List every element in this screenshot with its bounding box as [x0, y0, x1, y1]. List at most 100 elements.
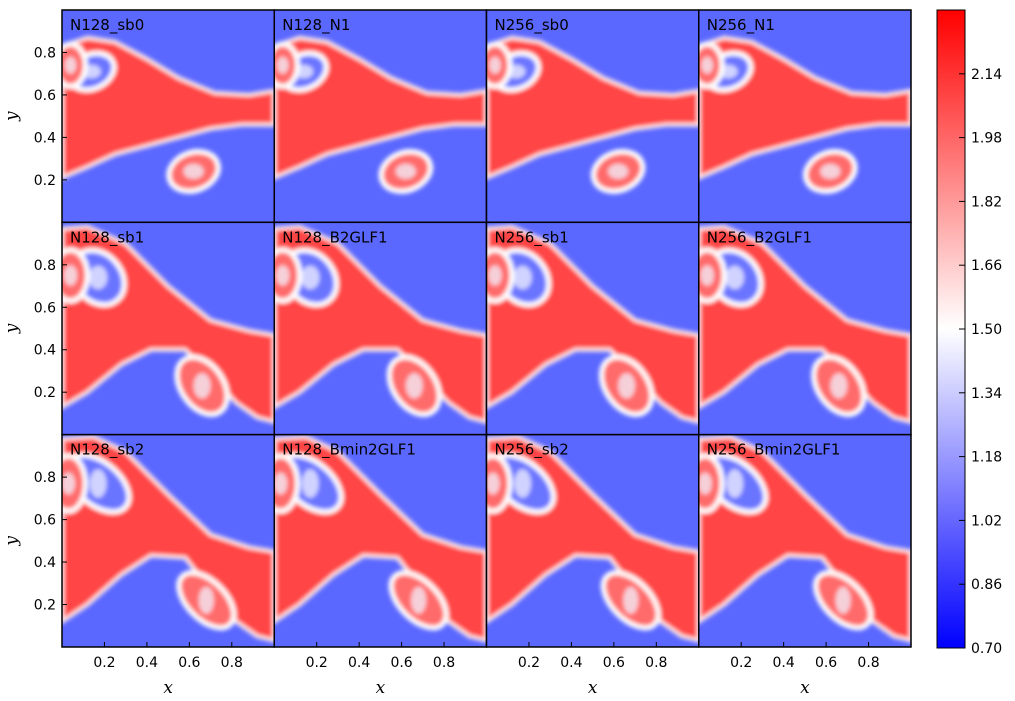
vortex-core-1 — [700, 265, 714, 286]
x-axis-label: x — [588, 678, 598, 698]
vortex-core-1 — [275, 265, 290, 286]
vortex-core-0 — [514, 469, 532, 498]
vortex-core-0 — [301, 265, 320, 290]
panel-label: N128_N1 — [282, 16, 350, 35]
y-tick-label: 0.8 — [34, 45, 56, 61]
colorbar-tick-label: 1.98 — [971, 131, 1002, 147]
vortex-core-1 — [274, 472, 288, 495]
x-tick-label: 0.6 — [390, 655, 412, 671]
vortex-core-2 — [193, 373, 211, 399]
vortex-core-2 — [835, 586, 851, 614]
panel-N256_Bmin2GLF1: N256_Bmin2GLF1 — [698, 433, 912, 648]
panel-label: N128_Bmin2GLF1 — [282, 441, 416, 460]
x-tick-label: 0.4 — [773, 655, 795, 671]
panel-N128_B2GLF1: N128_B2GLF1 — [273, 221, 488, 436]
y-tick-label: 0.2 — [34, 173, 56, 189]
axes: 0.2 0.4 0.6 0.8 y 0.2 0.4 0.6 0.8 y 0.2 0.4 0.6 0.8 y 0… — [2, 45, 880, 698]
panel-label: N128_sb2 — [70, 441, 144, 460]
vortex-core-0 — [726, 469, 744, 498]
panel-label: N256_Bmin2GLF1 — [707, 441, 841, 460]
vortex-core-2 — [623, 586, 639, 614]
x-tick-label: 0.6 — [603, 655, 625, 671]
vortex-core-0 — [88, 265, 108, 290]
colorbar-tick-label: 2.14 — [971, 67, 1002, 83]
x-tick-label: 0.2 — [518, 655, 540, 671]
vortex-core-1 — [488, 265, 502, 286]
vortex-core-0 — [301, 469, 319, 498]
panel-N128_sb2: N128_sb2 — [61, 433, 275, 648]
panel-N128_Bmin2GLF1: N128_Bmin2GLF1 — [273, 433, 488, 648]
vortex-core-1 — [486, 472, 500, 495]
vortex-core-1 — [701, 56, 714, 74]
y-tick-label: 0.6 — [34, 88, 56, 104]
panel-N256_sb2: N256_sb2 — [485, 433, 700, 648]
vortex-core-2 — [405, 373, 423, 399]
y-tick-label: 0.8 — [34, 258, 56, 274]
x-tick-label: 0.6 — [815, 655, 837, 671]
panel-N128_sb0: N128_sb0 — [61, 9, 275, 224]
vortex-core-2 — [820, 163, 841, 179]
x-tick-label: 0.8 — [221, 655, 243, 671]
vortex-core-0 — [725, 265, 745, 290]
y-axis-label: y — [2, 323, 22, 334]
vortex-core-1 — [62, 472, 76, 495]
panel-label: N256_sb1 — [495, 228, 569, 247]
vortex-core-2 — [183, 163, 204, 179]
x-tick-label: 0.2 — [93, 655, 115, 671]
y-axis-label: y — [2, 111, 22, 122]
x-axis-label: x — [376, 678, 386, 698]
vortex-core-2 — [830, 373, 848, 399]
panel-N128_sb1: N128_sb1 — [61, 221, 275, 436]
x-tick-label: 0.6 — [178, 655, 200, 671]
x-tick-label: 0.4 — [136, 655, 158, 671]
vortex-core-0 — [89, 469, 107, 498]
vortex-core-1 — [698, 472, 712, 495]
y-tick-label: 0.4 — [34, 343, 56, 359]
y-tick-label: 0.4 — [34, 555, 56, 571]
vortex-core-2 — [198, 586, 214, 614]
colorbar-tick-label: 1.50 — [971, 322, 1002, 338]
vortex-core-1 — [63, 265, 78, 286]
panel-label: N256_B2GLF1 — [707, 228, 812, 247]
panel-N128_N1: N128_N1 — [273, 9, 488, 224]
vortex-core-2 — [411, 586, 427, 614]
x-axis-label: x — [800, 678, 810, 698]
panel-label: N256_sb0 — [495, 16, 569, 35]
colorbar-tick-label: 1.82 — [971, 194, 1002, 210]
colorbar-tick-label: 1.34 — [971, 386, 1002, 402]
colorbar-tick-label: 1.02 — [971, 513, 1002, 529]
colorbar: 0.70 0.86 1.02 1.18 1.34 1.50 1.66 1.82 1.98 2.14 — [936, 9, 1002, 657]
x-tick-label: 0.4 — [560, 655, 582, 671]
panel-N256_sb0: N256_sb0 — [485, 9, 700, 224]
vortex-core-1 — [276, 56, 289, 74]
colorbar-tick-label: 1.66 — [971, 258, 1002, 274]
y-tick-label: 0.4 — [34, 130, 56, 146]
y-axis-label: y — [2, 536, 22, 547]
y-tick-label: 0.6 — [34, 300, 56, 316]
x-tick-label: 0.2 — [730, 655, 752, 671]
vortex-core-2 — [618, 373, 636, 399]
vortex-core-1 — [64, 56, 77, 74]
panel-label: N256_sb2 — [495, 441, 569, 460]
colorbar-tick-label: 0.86 — [971, 577, 1002, 593]
panel-N256_sb1: N256_sb1 — [485, 221, 700, 436]
y-tick-label: 0.8 — [34, 470, 56, 486]
panel-N256_N1: N256_N1 — [698, 9, 912, 224]
x-tick-label: 0.8 — [433, 655, 455, 671]
panel-label: N128_sb1 — [70, 228, 144, 247]
panel-grid: N128_sb0 N128_N1 N256_sb0 N256_N1 N128_sb1 N1… — [61, 9, 912, 648]
panel-label: N256_N1 — [707, 16, 775, 35]
vortex-core-2 — [607, 163, 629, 179]
vortex-core-1 — [489, 56, 501, 74]
panel-N256_B2GLF1: N256_B2GLF1 — [698, 221, 912, 436]
x-tick-label: 0.4 — [348, 655, 370, 671]
x-axis-label: x — [163, 678, 173, 698]
colorbar-tick-label: 1.18 — [971, 450, 1002, 466]
y-tick-label: 0.6 — [34, 513, 56, 529]
vortex-core-0 — [513, 265, 532, 290]
panel-label: N128_sb0 — [70, 16, 144, 35]
x-tick-label: 0.2 — [306, 655, 328, 671]
y-tick-label: 0.2 — [34, 385, 56, 401]
y-tick-label: 0.2 — [34, 598, 56, 614]
